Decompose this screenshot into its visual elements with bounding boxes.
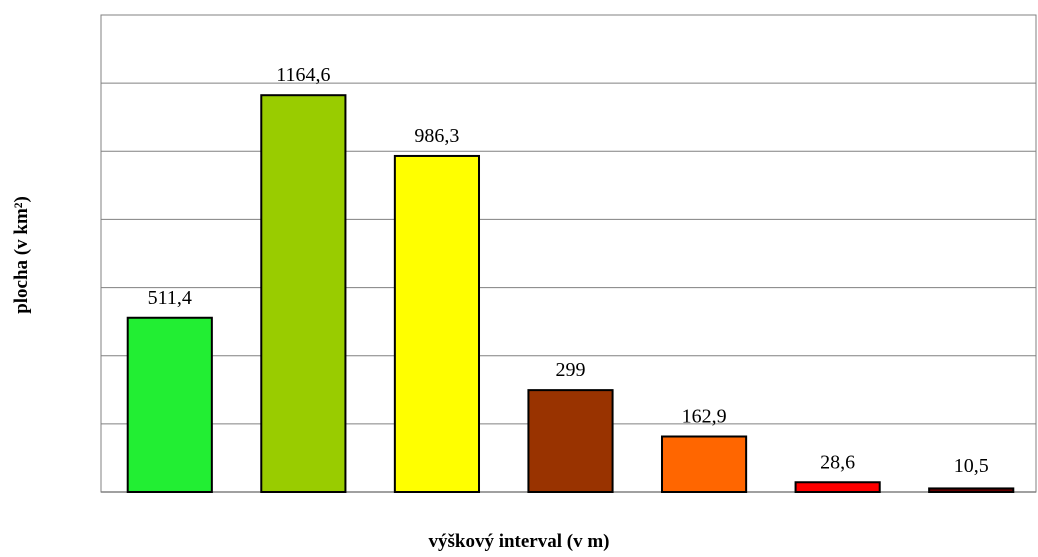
data-labels: 511,4 1164,6 986,3 299 162,9 28,6 10,5 [148, 64, 989, 477]
data-label: 511,4 [148, 287, 192, 309]
data-label: 10,5 [954, 455, 989, 477]
data-label: 162,9 [682, 405, 727, 427]
data-label: 1164,6 [276, 64, 330, 86]
bar [928, 487, 1015, 493]
x-axis-label: výškový interval (v m) [428, 531, 610, 552]
bar [393, 154, 481, 494]
bar [527, 389, 614, 494]
bar [794, 481, 881, 494]
bars [126, 94, 1015, 494]
bar [660, 435, 748, 494]
bar [260, 94, 347, 494]
bar [126, 316, 213, 494]
data-label: 28,6 [820, 451, 855, 473]
data-label: 986,3 [414, 125, 459, 147]
data-label: 299 [556, 359, 586, 381]
